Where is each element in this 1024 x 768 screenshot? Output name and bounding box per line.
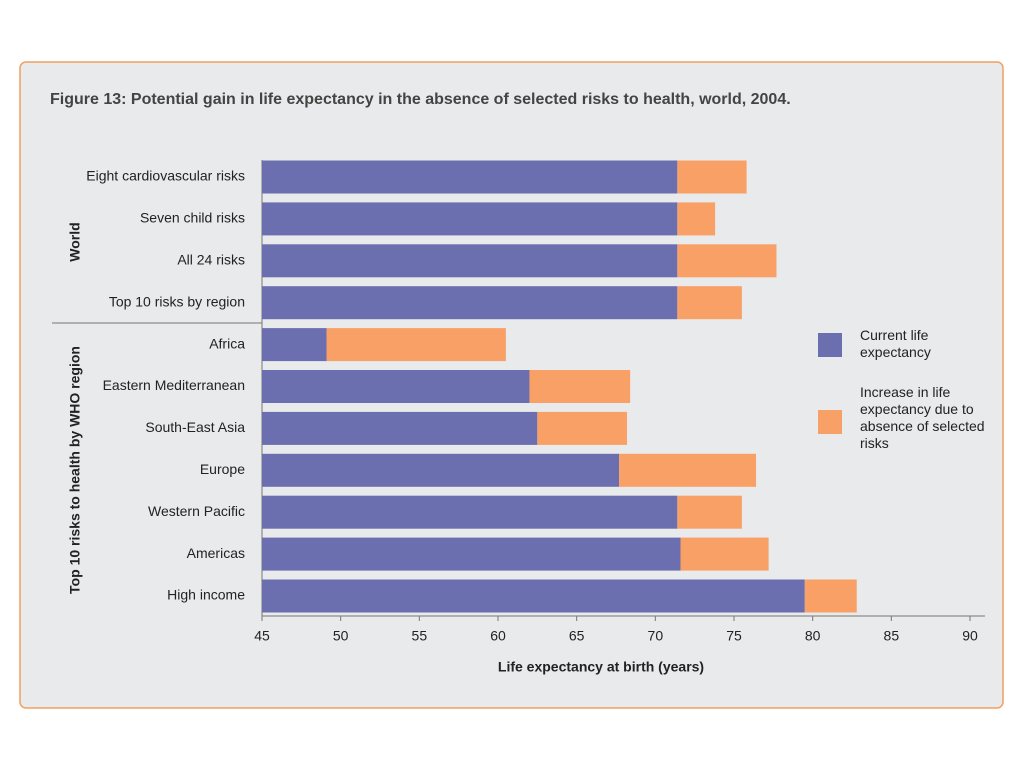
legend-label: Increase in life expectancy due to absen… (860, 384, 985, 451)
legend-label: Current life expectancy (860, 327, 931, 360)
y-tick-label: Top 10 risks by region (109, 293, 245, 309)
x-tick-label: 45 (254, 628, 270, 644)
y-tick-label: Western Pacific (148, 503, 245, 519)
group-label: World (67, 222, 83, 261)
y-tick-label: Europe (200, 461, 245, 477)
bar-segment (804, 579, 857, 613)
x-tick-label: 60 (490, 628, 506, 644)
y-tick-label: Eastern Mediterranean (103, 377, 245, 393)
x-tick-label: 85 (884, 628, 900, 644)
x-tick-label: 65 (569, 628, 585, 644)
bar-segment (677, 286, 742, 320)
x-tick-label: 50 (333, 628, 349, 644)
bar-segment (677, 160, 747, 194)
x-tick-label: 90 (962, 628, 978, 644)
bar-segment (262, 537, 681, 571)
y-tick-label: South-East Asia (145, 419, 245, 435)
bar-segment (680, 537, 769, 571)
x-axis-label: Life expectancy at birth (years) (498, 659, 704, 675)
legend-swatch (818, 333, 842, 357)
bar-segment (262, 411, 538, 445)
bar-segment (529, 370, 631, 403)
bar-segment (262, 160, 678, 194)
bar-segment (262, 328, 327, 362)
x-tick-label: 70 (648, 628, 664, 644)
bar-segment (262, 453, 620, 487)
bar-segment (677, 202, 716, 236)
bar-segment (326, 328, 506, 362)
group-label: Top 10 risks to health by WHO region (67, 346, 83, 594)
bar-segment (262, 202, 678, 236)
bar-segment (677, 495, 742, 529)
bar-segment (262, 370, 530, 403)
y-tick-label: Africa (209, 335, 245, 351)
y-tick-label: Seven child risks (140, 210, 245, 226)
bar-segment (262, 244, 678, 278)
chart-title: Figure 13: Potential gain in life expect… (50, 91, 791, 108)
bar-segment (262, 286, 678, 320)
x-tick-label: 80 (805, 628, 821, 644)
y-tick-label: Eight cardiovascular risks (86, 168, 245, 184)
y-tick-label: High income (167, 587, 245, 603)
bar-segment (537, 411, 628, 445)
legend-swatch (818, 410, 842, 434)
x-tick-label: 55 (412, 628, 428, 644)
x-tick-label: 75 (726, 628, 742, 644)
y-tick-label: Americas (187, 545, 245, 561)
bar-segment (262, 495, 678, 529)
bar-segment (262, 579, 805, 613)
y-tick-label: All 24 risks (177, 252, 245, 268)
bar-segment (619, 453, 757, 487)
bar-segment (677, 244, 777, 278)
